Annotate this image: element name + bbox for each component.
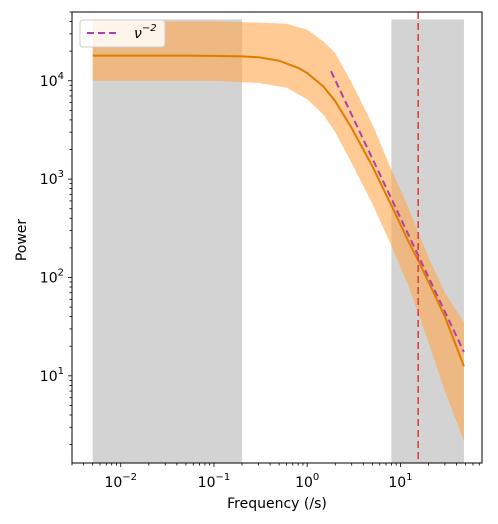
x-tick-label: 10−2	[104, 472, 137, 491]
y-axis: 101 102 103 104	[40, 11, 72, 445]
y-tick-label: 103	[40, 169, 64, 188]
power-law-line	[330, 70, 465, 353]
legend-box	[79, 19, 166, 48]
y-axis-label: Power	[14, 219, 30, 262]
shaded-regions	[92, 19, 464, 463]
x-tick-label: 10−1	[198, 472, 231, 491]
plot-frame	[71, 11, 483, 464]
model-line	[92, 54, 465, 367]
legend-label: ν−2	[134, 23, 157, 42]
y-tick-label: 104	[40, 71, 64, 90]
legend: ν−2	[79, 19, 166, 48]
x-axis: 10−2 10−1 100 101	[71, 463, 480, 491]
confidence-band	[92, 21, 464, 441]
x-tick-label: 101	[388, 472, 412, 491]
shaded-region-1	[92, 19, 243, 463]
band-area	[92, 21, 464, 441]
y-tick-label: 101	[40, 366, 64, 385]
x-tick-label: 100	[295, 472, 319, 491]
series-lines	[92, 54, 465, 367]
y-tick-label: 102	[40, 267, 64, 286]
x-axis-label: Frequency (/s)	[227, 496, 327, 512]
